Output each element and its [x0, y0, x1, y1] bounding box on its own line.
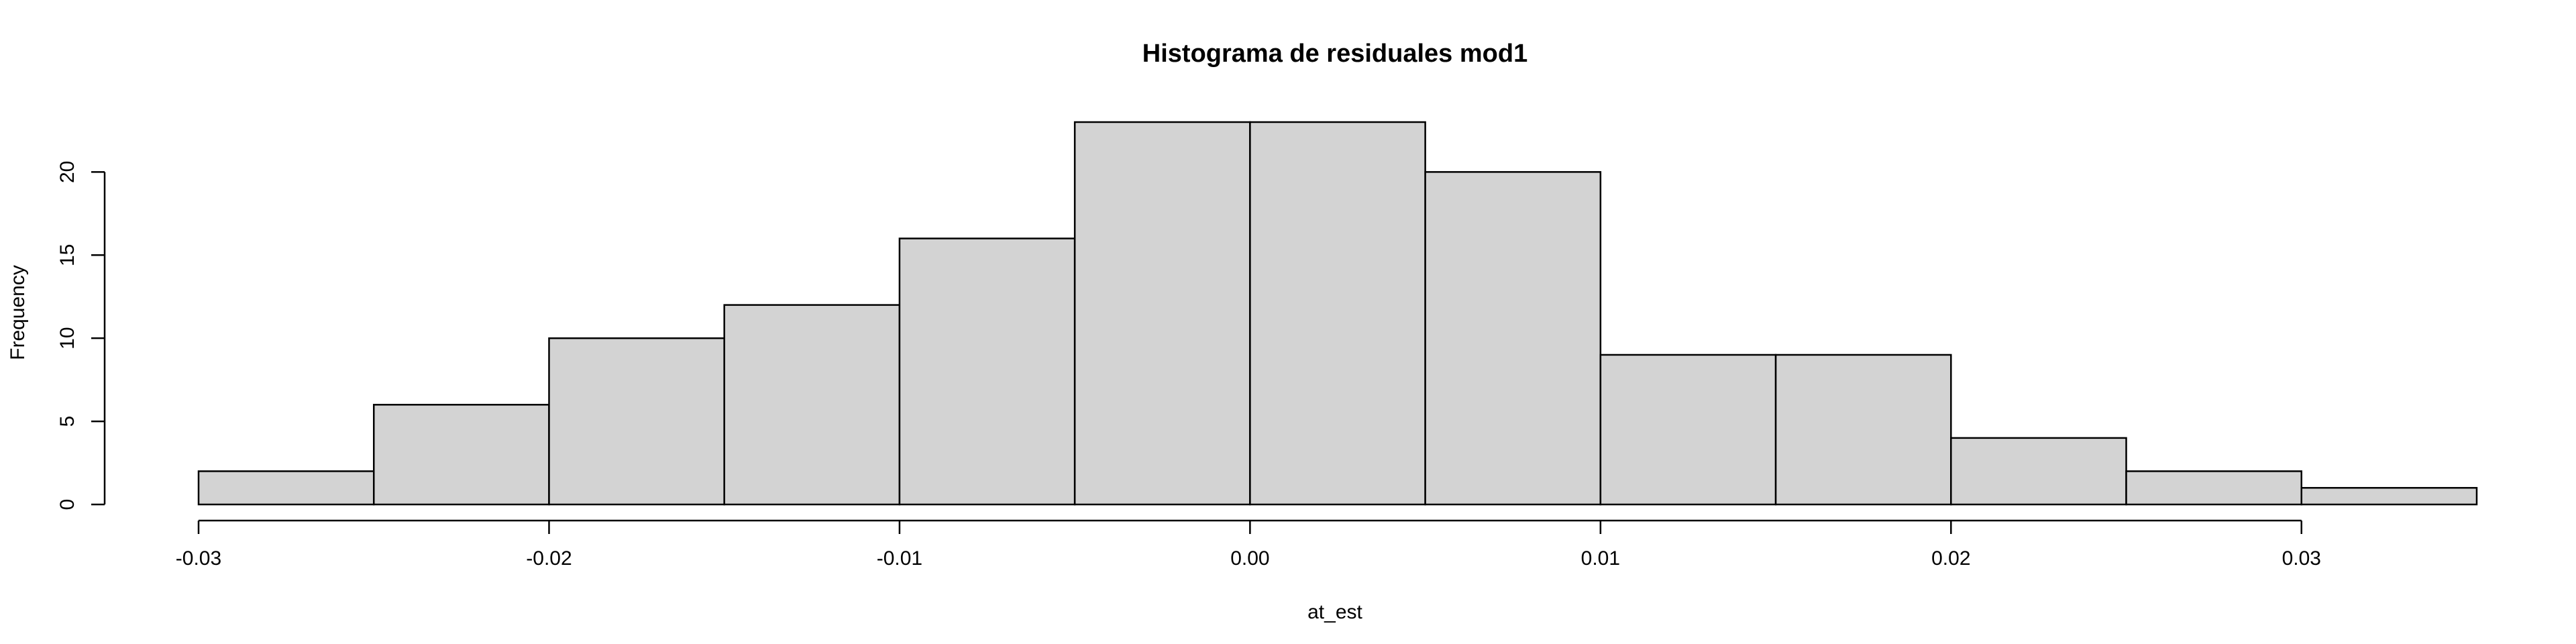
histogram-bar-9 [1599, 354, 1777, 506]
x-tick-label: 0.01 [1581, 547, 1620, 570]
y-tick-label: 0 [56, 499, 78, 511]
chart-title: Histograma de residuales mod1 [1142, 40, 1527, 68]
x-axis: -0.03 -0.02 -0.01 0.00 0.01 0.02 0.03 [176, 519, 2321, 570]
histogram-bar-2 [372, 404, 550, 506]
y-axis-label: Frequency [7, 265, 29, 360]
x-tick-label: 0.02 [1931, 547, 1970, 570]
histogram-bar-10 [1774, 354, 1952, 506]
histogram-bar-7 [1249, 121, 1426, 506]
y-tick-label: 5 [56, 416, 78, 427]
histogram-bar-1 [197, 470, 375, 506]
histogram-bar-6 [1073, 121, 1251, 506]
histogram-bar-11 [1950, 437, 2127, 506]
x-tick-label: 0.03 [2282, 547, 2321, 570]
histogram-bar-12 [2125, 470, 2303, 506]
histogram-bar-13 [2300, 486, 2478, 506]
y-tick-label: 20 [56, 161, 78, 183]
y-axis: 0 5 10 15 20 [56, 161, 106, 511]
x-axis-label: at_est [1307, 601, 1362, 623]
x-tick-label: -0.03 [176, 547, 221, 570]
histogram-bar-3 [548, 337, 725, 506]
y-tick-label: 15 [56, 244, 78, 266]
x-tick-label: -0.01 [877, 547, 922, 570]
histogram-bar-4 [723, 304, 901, 506]
histogram-bars [197, 121, 2478, 506]
x-tick-label: 0.00 [1230, 547, 1269, 570]
x-tick-label: -0.02 [526, 547, 572, 570]
histogram-bar-8 [1424, 171, 1602, 506]
y-tick-label: 10 [56, 327, 78, 349]
histogram-bar-5 [898, 237, 1076, 506]
